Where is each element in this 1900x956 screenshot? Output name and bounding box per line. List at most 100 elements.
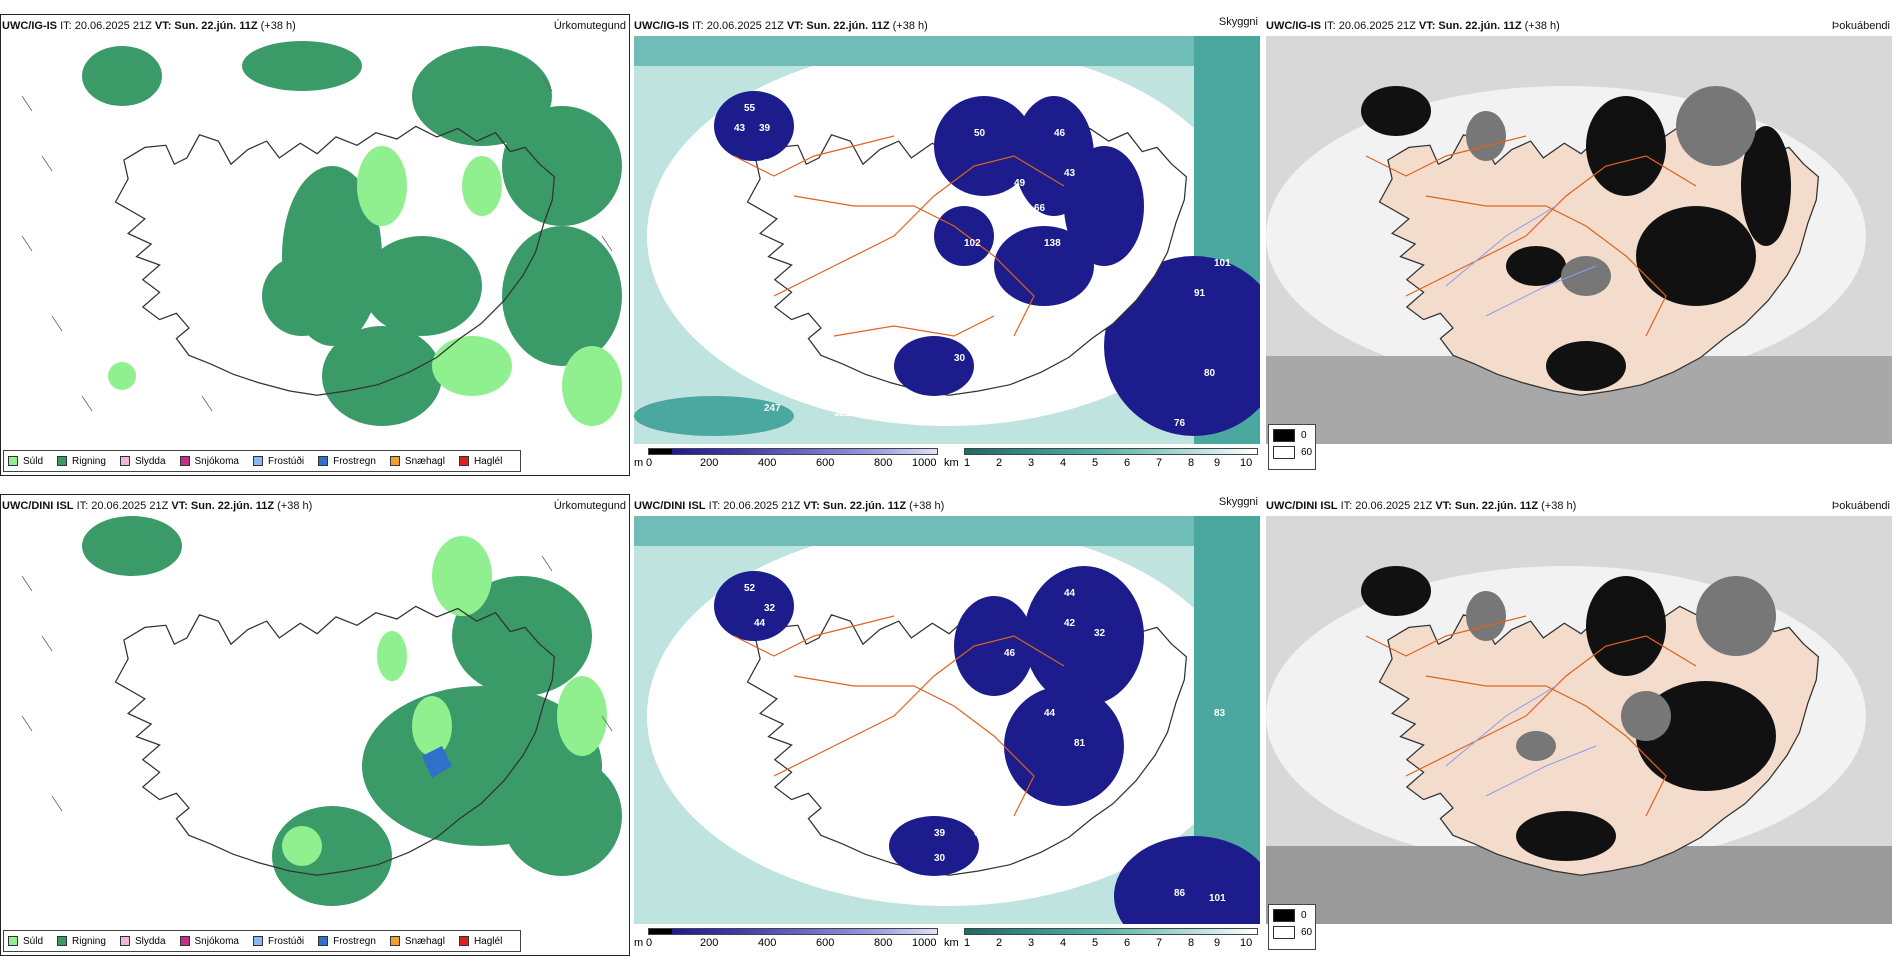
visibility-panel-igis: UWC/IG-IS IT: 20.06.2025 21Z VT: Sun. 22… xyxy=(632,14,1262,476)
panel-title: Þokuábendi xyxy=(1831,500,1890,512)
svg-text:30: 30 xyxy=(934,853,946,864)
fog-indicator-panel-igis: UWC/IG-IS IT: 20.06.2025 21Z VT: Sun. 22… xyxy=(1264,14,1894,476)
svg-text:44: 44 xyxy=(1064,588,1076,599)
vis-tick: 7 xyxy=(1156,457,1163,469)
panel-title: Úrkomutegund xyxy=(553,20,626,32)
svg-text:42: 42 xyxy=(1064,618,1076,629)
fog-legend: 0 60 xyxy=(1268,904,1316,950)
vis-tick: 7 xyxy=(1156,937,1163,949)
svg-text:73: 73 xyxy=(764,158,776,169)
lead-time: (+38 h) xyxy=(260,20,296,32)
svg-text:46: 46 xyxy=(1054,128,1066,139)
visibility-unit: km xyxy=(944,937,959,949)
visibility-unit: km xyxy=(944,457,959,469)
vis-tick: 9 xyxy=(1214,457,1221,469)
svg-text:44: 44 xyxy=(1044,708,1056,719)
svg-text:32: 32 xyxy=(1094,628,1106,639)
visibility-map: 55 43 39 73 50 46 43 49 66 102 138 30 91 101 80 76… xyxy=(634,36,1260,444)
svg-text:30: 30 xyxy=(954,353,966,364)
svg-text:91: 91 xyxy=(1194,288,1206,299)
vis-tick: 8 xyxy=(1188,457,1195,469)
valid-time: Sun. 22.jún. 11Z xyxy=(1454,500,1539,512)
svg-text:101: 101 xyxy=(1209,893,1226,904)
precip-type-legend: Súld Rigning Slydda Snjókoma Frostúði Fr… xyxy=(3,930,522,952)
init-time: IT: 20.06.2025 21Z xyxy=(1340,500,1433,512)
svg-text:32: 32 xyxy=(764,603,776,614)
panel-header: UWC/DINI ISL IT: 20.06.2025 21Z VT: Sun.… xyxy=(1266,500,1576,512)
visibility-map: 52 32 44 44 42 32 46 44 81 39 65 30 83 86 101 xyxy=(634,516,1260,924)
model-name: UWC/DINI ISL xyxy=(634,500,706,512)
vis-tick: 5 xyxy=(1092,937,1099,949)
precip-type-legend: Súld Rigning Slydda Snjókoma Frostúði Fr… xyxy=(3,450,522,472)
svg-text:46: 46 xyxy=(1004,648,1016,659)
height-tick: 0 xyxy=(646,937,653,949)
legend-item-frostregn: Frostregn xyxy=(318,456,376,467)
legend-item-snjokoma: Snjókoma xyxy=(179,936,239,947)
svg-text:49: 49 xyxy=(1014,178,1026,189)
fog-legend: 0 60 xyxy=(1268,424,1316,470)
model-name: UWC/IG-IS xyxy=(634,20,689,32)
svg-text:86: 86 xyxy=(1174,888,1186,899)
model-name: UWC/DINI ISL xyxy=(2,500,74,512)
vis-tick: 4 xyxy=(1060,937,1067,949)
fog-legend-max: 60 xyxy=(1273,926,1315,939)
height-colorbar: m 0 200 400 600 800 1000 xyxy=(634,448,944,472)
vis-tick: 5 xyxy=(1092,457,1099,469)
vis-tick: 6 xyxy=(1124,937,1131,949)
height-tick: 800 xyxy=(874,937,893,949)
height-tick: 200 xyxy=(700,937,719,949)
height-colorbar: m 0 200 400 600 800 1000 xyxy=(634,928,944,952)
panel-header: UWC/DINI ISL IT: 20.06.2025 21Z VT: Sun.… xyxy=(2,500,312,512)
vis-tick: 8 xyxy=(1188,937,1195,949)
svg-text:80: 80 xyxy=(1204,368,1216,379)
valid-time: Sun. 22.jún. 11Z xyxy=(190,500,275,512)
legend-item-snjokoma: Snjókoma xyxy=(179,456,239,467)
height-tick: 800 xyxy=(874,457,893,469)
panel-title: Þokuábendi xyxy=(1831,20,1890,32)
svg-text:55: 55 xyxy=(744,103,756,114)
vis-tick: 10 xyxy=(1240,937,1253,949)
height-tick: 1000 xyxy=(912,457,937,469)
fog-map xyxy=(1266,36,1892,444)
vis-tick: 2 xyxy=(996,937,1003,949)
vis-tick: 4 xyxy=(1060,457,1067,469)
lead-time: (+38 h) xyxy=(1541,500,1577,512)
legend-item-frostudi: Frostúði xyxy=(252,456,304,467)
valid-label: VT: xyxy=(803,500,820,512)
svg-text:39: 39 xyxy=(934,828,946,839)
vis-tick: 3 xyxy=(1028,457,1035,469)
valid-time: Sun. 22.jún. 11Z xyxy=(806,20,890,32)
precip-type-panel-igis: UWC/IG-IS IT: 20.06.2025 21Z VT: Sun. 22… xyxy=(0,14,630,476)
model-name: UWC/IG-IS xyxy=(1266,20,1321,32)
fog-indicator-panel-dini: UWC/DINI ISL IT: 20.06.2025 21Z VT: Sun.… xyxy=(1264,494,1894,956)
visibility-panel-dini: UWC/DINI ISL IT: 20.06.2025 21Z VT: Sun.… xyxy=(632,494,1262,956)
svg-text:247: 247 xyxy=(764,403,781,414)
svg-text:76: 76 xyxy=(1174,418,1186,429)
height-tick: 600 xyxy=(816,937,835,949)
precip-map xyxy=(21,41,622,426)
legend-item-frostudi: Frostúði xyxy=(252,936,304,947)
vis-tick: 1 xyxy=(964,937,971,949)
svg-text:138: 138 xyxy=(1044,238,1061,249)
valid-label: VT: xyxy=(154,20,172,32)
svg-text:65: 65 xyxy=(974,828,986,839)
panel-header: UWC/IG-IS IT: 20.06.2025 21Z VT: Sun. 22… xyxy=(1266,20,1560,32)
model-name: UWC/IG-IS xyxy=(2,20,57,32)
svg-text:83: 83 xyxy=(1214,708,1226,719)
height-unit: m xyxy=(634,937,644,949)
init-time: IT: 20.06.2025 21Z xyxy=(1324,20,1416,32)
lead-time: (+38 h) xyxy=(892,20,928,32)
legend-item-slydda: Slydda xyxy=(119,936,166,947)
svg-text:321: 321 xyxy=(834,408,851,419)
valid-time: Sun. 22.jún. 11Z xyxy=(174,20,258,32)
lead-time: (+38 h) xyxy=(277,500,313,512)
panel-header: UWC/DINI ISL IT: 20.06.2025 21Z VT: Sun.… xyxy=(634,500,944,512)
svg-text:52: 52 xyxy=(744,583,756,594)
legend-item-sudl: Súld xyxy=(8,456,43,467)
legend-item-sudl: Súld xyxy=(8,936,43,947)
vis-tick: 9 xyxy=(1214,937,1221,949)
valid-label: VT: xyxy=(171,500,188,512)
visibility-colorbar: km 1 2 3 4 5 6 7 8 9 10 xyxy=(944,928,1260,952)
panel-title: Úrkomutegund xyxy=(553,500,626,512)
init-time: IT: 20.06.2025 21Z xyxy=(708,500,801,512)
